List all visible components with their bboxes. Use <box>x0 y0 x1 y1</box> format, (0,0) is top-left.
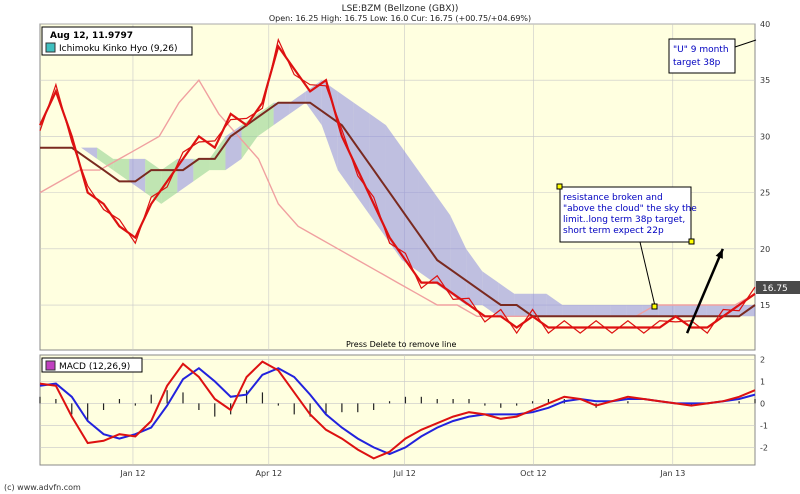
cloud-segment <box>209 136 226 171</box>
macd-lines <box>39 360 756 460</box>
cloud-segment <box>674 305 691 317</box>
cloud-segment <box>626 305 643 317</box>
resistance-annotation-line3: limit..long term 38p target, <box>563 215 685 225</box>
cloud-segment <box>257 102 274 137</box>
x-tick-label: Oct 12 <box>520 469 547 478</box>
resistance-annotation-line4: short term expect 22p <box>563 226 664 236</box>
cloud-segment <box>177 158 194 193</box>
cloud-segment <box>658 305 675 317</box>
macd-line <box>39 360 756 460</box>
cloud-segment <box>434 192 451 294</box>
cloud-segment <box>129 158 146 193</box>
target-annotation-line2: target 38p <box>673 58 721 68</box>
price-y-tick-label: 15 <box>760 301 770 310</box>
cloud-segment <box>450 215 467 306</box>
cloud-segment <box>562 305 579 317</box>
cloud-segment <box>706 305 723 317</box>
annotation-handle-bottom[interactable] <box>688 238 695 245</box>
resistance-annotation: resistance broken and "above the cloud" … <box>556 183 697 310</box>
price-lines <box>39 37 756 335</box>
indicator-legend-label: Ichimoku Kinko Hyo (9,26) <box>59 44 177 54</box>
macd-y-tick-label: 1 <box>760 377 765 386</box>
resistance-annotation-line2: "above the cloud" the sky the <box>563 204 697 214</box>
indicator-color-swatch <box>45 42 56 53</box>
cloud-segment <box>530 293 547 317</box>
cloud-segment <box>321 80 338 171</box>
macd-y-axis: -2 -1 0 1 2 <box>760 355 768 452</box>
resistance-annotation-line1: resistance broken and <box>563 193 663 203</box>
annotation-handle-top[interactable] <box>556 183 563 190</box>
target-annotation: "U" 9 month target 38p <box>668 38 736 74</box>
macd-y-tick-label: 0 <box>760 399 765 408</box>
trend-arrow-line[interactable] <box>685 248 724 334</box>
annotation-pointer <box>639 241 656 307</box>
x-tick-label: Apr 12 <box>256 469 283 478</box>
macd-legend-label: MACD (12,26,9) <box>59 362 130 372</box>
macd-histogram <box>39 390 756 421</box>
macd-y-tick-label: -1 <box>760 421 768 430</box>
cursor-value: Aug 12, 11.9797 <box>50 31 133 41</box>
price-y-tick-label: 20 <box>760 245 770 254</box>
cloud-segment <box>594 305 611 317</box>
macd-legend: MACD (12,26,9) <box>41 357 143 373</box>
macd-panel: -2 -1 0 1 2 <box>39 354 768 466</box>
macd-grid <box>40 355 755 465</box>
cloud-segment <box>193 158 210 182</box>
price-line-band <box>39 37 756 335</box>
current-price-value: 16.75 <box>762 284 788 294</box>
trend-arrow-head <box>715 248 723 259</box>
target-annotation-line1: "U" 9 month <box>673 45 729 55</box>
cursor-info-box: Aug 12, 11.9797 Ichimoku Kinko Hyo (9,26… <box>41 26 193 56</box>
kijun-line <box>40 101 756 318</box>
cloud-segment <box>418 170 435 283</box>
cloud-segment <box>113 158 130 182</box>
chart-symbol-title: LSE:BZM (Bellzone (GBX)) <box>342 4 459 14</box>
delete-line-hint: Press Delete to remove line <box>346 340 456 349</box>
target-pointer <box>734 39 757 48</box>
annotation-anchor-handle[interactable] <box>651 303 658 310</box>
price-y-tick-label: 35 <box>760 76 770 85</box>
macd-plot-area <box>39 354 756 466</box>
price-y-tick-label: 25 <box>760 189 770 198</box>
x-tick-label: Jan 12 <box>119 469 145 478</box>
cloud-segment <box>273 102 290 126</box>
copyright-footer: (c) www.advfn.com <box>4 483 81 492</box>
signal-line <box>39 366 756 456</box>
macd-y-tick-label: -2 <box>760 443 768 452</box>
x-tick-label: Jul 12 <box>392 469 415 478</box>
target-arrow[interactable] <box>685 39 757 334</box>
x-tick-label: Jan 13 <box>659 469 685 478</box>
chart-ohlc-line: Open: 16.25 High: 16.75 Low: 16.0 Cur: 1… <box>269 14 531 23</box>
cloud-segment <box>578 305 595 317</box>
cloud-segment <box>546 293 563 317</box>
x-axis: Jan 12 Apr 12 Jul 12 Oct 12 Jan 13 <box>119 469 685 478</box>
cloud-segment <box>482 271 499 317</box>
macd-y-tick-label: 2 <box>760 355 765 364</box>
cloud-segment <box>498 282 515 317</box>
price-y-axis: 15 20 25 30 35 40 <box>760 20 770 310</box>
macd-color-swatch <box>45 360 56 371</box>
cloud-segment <box>385 125 402 261</box>
current-price-badge: 16.75 <box>756 281 800 294</box>
ichimoku-cloud <box>81 80 755 317</box>
price-y-tick-label: 40 <box>760 20 770 29</box>
cloud-segment <box>401 147 419 272</box>
cloud-segment <box>81 147 98 159</box>
cloud-segment <box>610 305 627 317</box>
price-y-tick-label: 30 <box>760 132 770 141</box>
cloud-segment <box>466 248 483 306</box>
price-panel: 15 20 25 30 35 40 <box>39 20 770 351</box>
